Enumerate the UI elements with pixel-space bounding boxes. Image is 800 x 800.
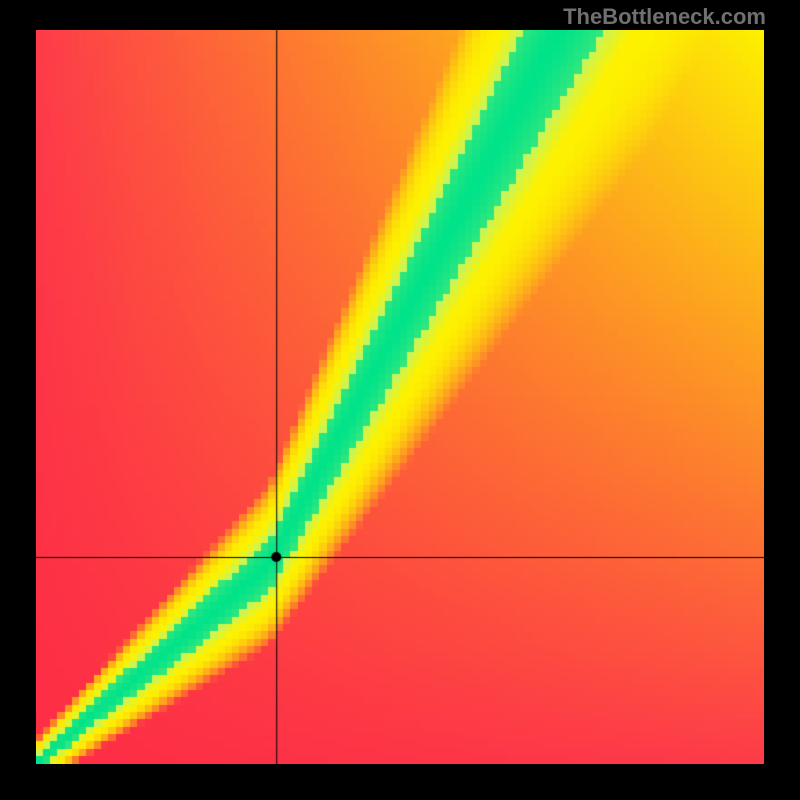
watermark-text: TheBottleneck.com	[563, 4, 766, 30]
bottleneck-heatmap	[36, 30, 764, 764]
heatmap-canvas	[36, 30, 764, 764]
